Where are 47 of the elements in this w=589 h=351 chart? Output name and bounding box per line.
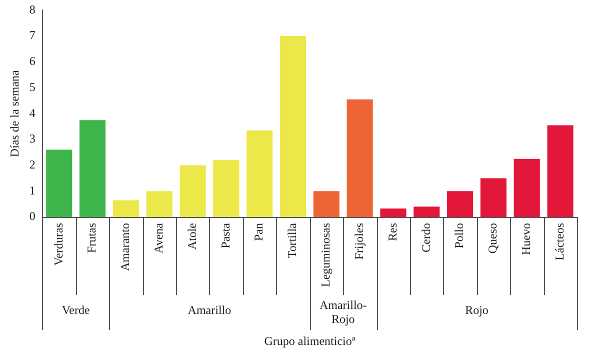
y-tick-label: 2: [29, 157, 36, 172]
bar: [547, 125, 574, 217]
bar: [112, 200, 139, 217]
x-tick-label: Frutas: [84, 222, 99, 253]
bar: [447, 191, 474, 217]
x-tick-label: Frijoles: [352, 222, 366, 260]
bar: [213, 160, 240, 217]
y-tick-label: 5: [29, 80, 36, 94]
y-tick-label: 0: [29, 209, 36, 224]
x-tick-label: Pan: [252, 223, 266, 241]
bar: [414, 206, 440, 217]
text: Rojo: [465, 303, 488, 318]
y-tick-label: 4: [29, 106, 36, 120]
x-tick-label: Pollo: [452, 223, 466, 248]
x-tick-label: Queso: [486, 223, 500, 254]
bar: [180, 165, 206, 217]
text: Verde: [62, 303, 90, 318]
x-tick-label: Pasta: [218, 222, 232, 248]
y-tick-label: 1: [29, 183, 36, 198]
x-tick-label: Verduras: [51, 222, 66, 266]
bar: [380, 208, 406, 217]
y-tick-label: 7: [29, 28, 36, 42]
bar: [79, 120, 106, 217]
bar: [146, 191, 172, 217]
x-tick-label: Leguminosas: [318, 222, 333, 287]
bar: [313, 191, 340, 217]
text: Amarillo: [188, 303, 232, 318]
bar: [46, 150, 72, 217]
x-axis-title: Grupo alimenticioª: [264, 334, 356, 348]
x-tick-label: Lácteos: [552, 222, 566, 260]
x-tick-label: Avena: [152, 222, 166, 254]
bar: [346, 99, 373, 217]
x-tick-label: Res: [385, 222, 400, 241]
y-tick-label: 8: [29, 2, 36, 16]
bar: [246, 130, 273, 217]
bar: [514, 158, 540, 217]
x-tick-label: Cerdo: [418, 223, 433, 252]
x-tick-label: Tortilla: [285, 222, 300, 258]
x-tick-label: Atole: [184, 223, 199, 250]
text: Amarillo-Rojo: [319, 298, 367, 326]
y-axis-title: Días de la semana: [7, 69, 22, 158]
bar: [280, 36, 306, 217]
y-tick-label: 6: [29, 54, 36, 68]
x-tick-label: Amaranto: [118, 223, 132, 271]
y-tick-label: 3: [29, 132, 36, 146]
x-tick-label: Huevo: [519, 223, 534, 255]
bar: [480, 178, 506, 217]
